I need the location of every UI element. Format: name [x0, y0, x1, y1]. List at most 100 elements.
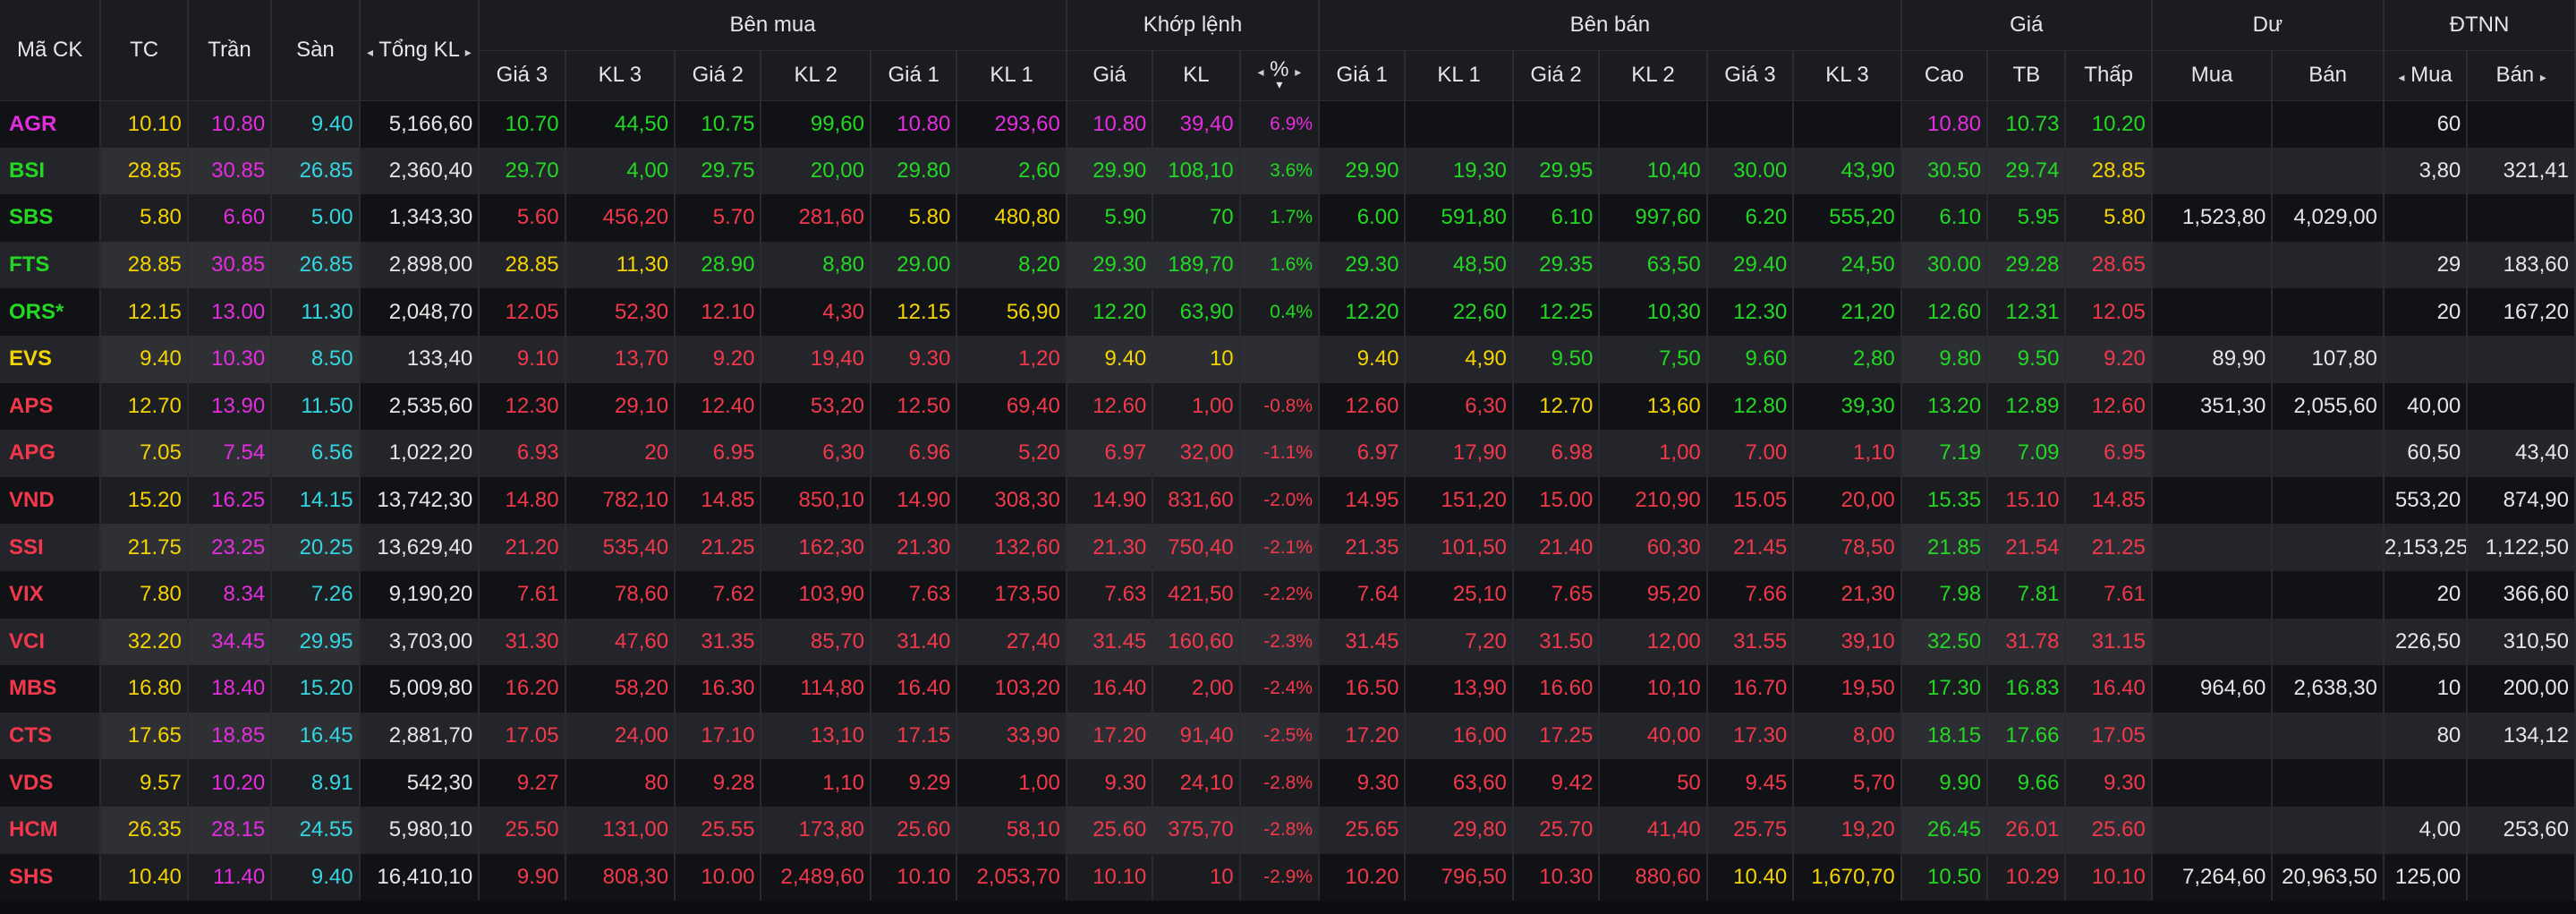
table-row[interactable]: EVS 9.40 10.30 8.50 133,40 9.10 13,70 9.20 19,40… [0, 335, 2576, 383]
col-symbol-header[interactable]: Mã CK [0, 0, 102, 101]
table-row[interactable]: CTS 17.65 18.85 16.45 2,881,70 17.05 24,00 17.1… [0, 712, 2576, 760]
col-match-price-header[interactable]: Giá [1066, 50, 1154, 101]
col-low-header[interactable]: Thấp [2065, 50, 2153, 101]
sell-price1-cell: 25.65 [1319, 806, 1407, 854]
sell-vol3-cell: 39,30 [1793, 382, 1902, 431]
sell-vol1-cell: 19,30 [1405, 147, 1514, 195]
match-pct-cell: -2.0% [1239, 476, 1321, 525]
sell-vol3-cell: 78,50 [1793, 524, 1902, 571]
col-avg-header[interactable]: TB [1987, 50, 2067, 101]
match-vol-cell: 421,50 [1152, 570, 1241, 619]
buy-price2-cell: 12.40 [675, 382, 762, 431]
foreign-sell-cell: 321,41 [2467, 147, 2576, 195]
symbol-cell[interactable]: AGR [0, 100, 102, 148]
avg-cell: 10.29 [1987, 853, 2067, 901]
col-match-pct-header[interactable]: ◂ % ▸ ▾ [1239, 50, 1321, 101]
table-row[interactable]: HCM 26.35 28.15 24.55 5,980,10 25.50 131,00 25.… [0, 806, 2576, 854]
residual-buy-cell [2151, 806, 2274, 854]
residual-sell-cell [2272, 570, 2385, 619]
table-row[interactable]: BSI 28.85 30.85 26.85 2,360,40 29.70 4,00 29.75… [0, 147, 2576, 195]
sell-price2-cell: 29.35 [1512, 241, 1601, 289]
col-residual-sell-header[interactable]: Bán [2272, 50, 2385, 101]
symbol-cell[interactable]: EVS [0, 335, 102, 383]
sell-vol3-cell: 2,80 [1793, 335, 1902, 383]
table-row[interactable]: SHS 10.40 11.40 9.40 16,410,10 9.90 808,30 10.0… [0, 853, 2576, 901]
scroll-right-icon[interactable]: ▸ [464, 44, 472, 59]
table-row[interactable]: VND 15.20 16.25 14.15 13,742,30 14.80 782,10 14… [0, 476, 2576, 525]
symbol-cell[interactable]: VND [0, 476, 102, 525]
symbol-cell[interactable]: VDS [0, 759, 102, 807]
scroll-left-icon[interactable]: ◂ [2398, 70, 2405, 84]
symbol-cell[interactable]: HCM [0, 806, 102, 854]
scroll-right-icon[interactable]: ▸ [2539, 70, 2546, 84]
sell-price3-cell: 25.75 [1706, 806, 1795, 854]
symbol-cell[interactable]: VCI [0, 618, 102, 666]
symbol-cell[interactable]: MBS [0, 665, 102, 713]
match-vol-cell: 375,70 [1152, 806, 1241, 854]
match-price-cell: 17.20 [1066, 712, 1154, 760]
table-row[interactable]: AGR 10.10 10.80 9.40 5,166,60 10.70 44,50 10.75… [0, 100, 2576, 148]
symbol-cell[interactable]: SBS [0, 194, 102, 242]
floor-cell: 11.50 [271, 382, 361, 431]
match-price-cell: 12.60 [1066, 382, 1154, 431]
table-row[interactable]: FTS 28.85 30.85 26.85 2,898,00 28.85 11,30 28.9… [0, 241, 2576, 289]
col-floor-header[interactable]: Sàn [271, 0, 361, 101]
table-row[interactable]: SBS 5.80 6.60 5.00 1,343,30 5.60 456,20 5.70 281… [0, 194, 2576, 242]
scroll-left-icon[interactable]: ◂ [366, 44, 374, 59]
table-row[interactable]: MBS 16.80 18.40 15.20 5,009,80 16.20 58,20 16.3… [0, 665, 2576, 713]
sell-vol1-cell: 4,90 [1405, 335, 1514, 383]
col-total-volume-header[interactable]: ◂ Tổng KL ▸ [359, 0, 480, 101]
symbol-cell[interactable]: SSI [0, 524, 102, 571]
sell-vol1-cell: 22,60 [1405, 288, 1514, 336]
table-row[interactable]: APG 7.05 7.54 6.56 1,022,20 6.93 20 6.95 6,30 6.9… [0, 430, 2576, 477]
high-cell: 10.50 [1900, 853, 1989, 901]
symbol-cell[interactable]: BSI [0, 147, 102, 195]
col-match-vol-header[interactable]: KL [1152, 50, 1241, 101]
buy-vol3-cell: 782,10 [565, 476, 676, 525]
col-buy-price3-header[interactable]: Giá 3 [479, 50, 566, 101]
col-buy-vol3-header[interactable]: KL 3 [565, 50, 676, 101]
symbol-cell[interactable]: ORS* [0, 288, 102, 336]
col-sell-price3-header[interactable]: Giá 3 [1706, 50, 1795, 101]
col-sell-vol1-header[interactable]: KL 1 [1405, 50, 1514, 101]
sell-price1-cell: 10.20 [1319, 853, 1407, 901]
col-foreign-sell-header[interactable]: Bán ▸ [2467, 50, 2576, 101]
symbol-cell[interactable]: VIX [0, 570, 102, 619]
avg-cell: 9.50 [1987, 335, 2067, 383]
scroll-right-icon[interactable]: ▸ [1295, 64, 1302, 79]
col-foreign-buy-header[interactable]: ◂ Mua [2383, 50, 2469, 101]
col-sell-vol2-header[interactable]: KL 2 [1599, 50, 1708, 101]
col-ref-header[interactable]: TC [100, 0, 189, 101]
buy-price3-cell: 5.60 [479, 194, 566, 242]
table-row[interactable]: ORS* 12.15 13.00 11.30 2,048,70 12.05 52,30 12.… [0, 288, 2576, 336]
col-buy-price2-header[interactable]: Giá 2 [675, 50, 762, 101]
symbol-cell[interactable]: APS [0, 382, 102, 431]
symbol-cell[interactable]: CTS [0, 712, 102, 760]
col-buy-vol1-header[interactable]: KL 1 [956, 50, 1067, 101]
table-row[interactable]: APS 12.70 13.90 11.50 2,535,60 12.30 29,10 12.4… [0, 382, 2576, 431]
col-sell-price1-header[interactable]: Giá 1 [1319, 50, 1407, 101]
table-row[interactable]: VIX 7.80 8.34 7.26 9,190,20 7.61 78,60 7.62 103,… [0, 570, 2576, 619]
scroll-left-icon[interactable]: ◂ [1257, 64, 1264, 79]
col-sell-vol3-header[interactable]: KL 3 [1793, 50, 1902, 101]
sort-descending-icon[interactable]: ▾ [1276, 77, 1283, 91]
total-volume-cell: 13,629,40 [359, 524, 480, 571]
col-sell-price2-header[interactable]: Giá 2 [1512, 50, 1601, 101]
residual-buy-cell: 1,523,80 [2151, 194, 2274, 242]
table-row[interactable]: VCI 32.20 34.45 29.95 3,703,00 31.30 47,60 31.3… [0, 618, 2576, 666]
table-row[interactable]: VDS 9.57 10.20 8.91 542,30 9.27 80 9.28 1,10 9.29… [0, 759, 2576, 807]
sell-vol3-cell [1793, 100, 1902, 148]
col-residual-buy-header[interactable]: Mua [2151, 50, 2274, 101]
col-high-header[interactable]: Cao [1900, 50, 1989, 101]
table-row[interactable]: SSI 21.75 23.25 20.25 13,629,40 21.20 535,40 21… [0, 524, 2576, 571]
match-vol-cell: 70 [1152, 194, 1241, 242]
col-ceiling-header[interactable]: Trần [187, 0, 273, 101]
symbol-cell[interactable]: APG [0, 430, 102, 477]
ceiling-cell: 28.15 [187, 806, 273, 854]
buy-price1-cell: 10.10 [870, 853, 958, 901]
col-buy-vol2-header[interactable]: KL 2 [761, 50, 871, 101]
ceiling-cell: 8.34 [187, 570, 273, 619]
symbol-cell[interactable]: SHS [0, 853, 102, 901]
col-buy-price1-header[interactable]: Giá 1 [870, 50, 958, 101]
symbol-cell[interactable]: FTS [0, 241, 102, 289]
